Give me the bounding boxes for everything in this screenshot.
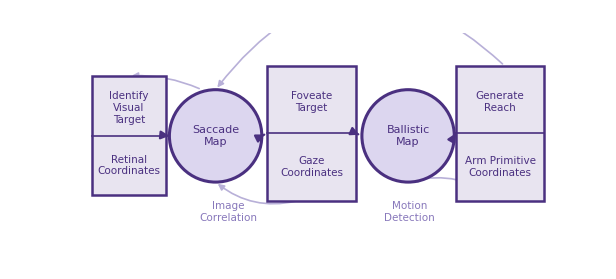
Ellipse shape bbox=[362, 90, 455, 182]
FancyBboxPatch shape bbox=[92, 76, 166, 195]
Text: Ballistic
Map: Ballistic Map bbox=[386, 125, 430, 147]
FancyBboxPatch shape bbox=[456, 66, 545, 201]
Ellipse shape bbox=[169, 90, 262, 182]
Text: Foveate
Target: Foveate Target bbox=[291, 92, 332, 113]
Text: Identify
Visual
Target: Identify Visual Target bbox=[109, 92, 148, 125]
Text: Gaze
Coordinates: Gaze Coordinates bbox=[280, 156, 343, 178]
FancyArrowPatch shape bbox=[134, 73, 199, 88]
Text: Arm Primitive
Coordinates: Arm Primitive Coordinates bbox=[464, 156, 536, 178]
FancyBboxPatch shape bbox=[267, 66, 356, 201]
Text: Retinal
Coordinates: Retinal Coordinates bbox=[97, 155, 161, 176]
Text: Motion
Detection: Motion Detection bbox=[384, 201, 435, 223]
FancyArrowPatch shape bbox=[413, 177, 498, 199]
FancyArrowPatch shape bbox=[219, 185, 296, 204]
Text: Saccade
Map: Saccade Map bbox=[192, 125, 239, 147]
Text: Generate
Reach: Generate Reach bbox=[476, 92, 524, 113]
FancyArrowPatch shape bbox=[219, 0, 503, 86]
Text: Image
Correlation: Image Correlation bbox=[200, 201, 257, 223]
